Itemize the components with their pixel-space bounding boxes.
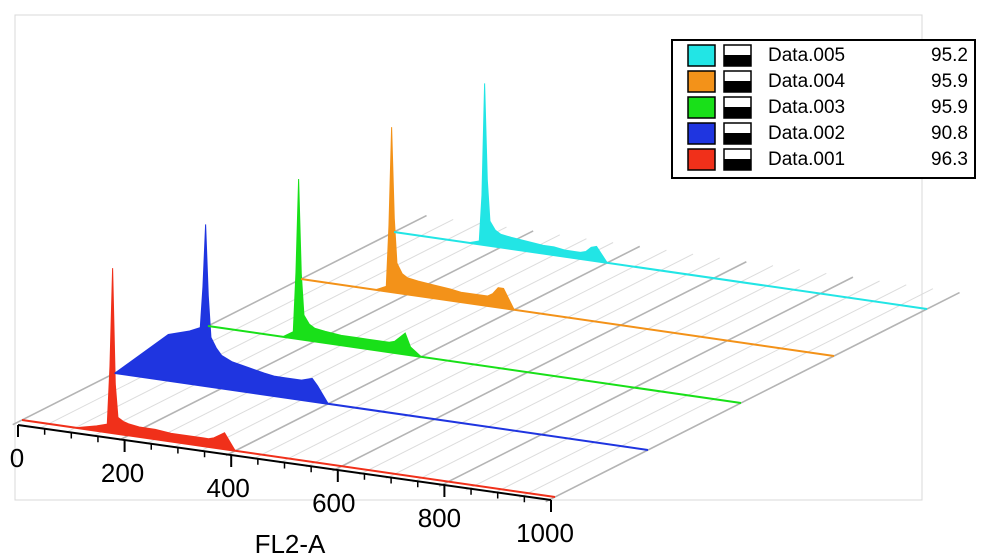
histogram-area	[21, 268, 556, 498]
minor-grid-line	[278, 253, 694, 464]
minor-grid-line	[305, 257, 720, 468]
grid-line	[438, 276, 854, 488]
minor-grid-line	[252, 249, 667, 460]
grid-line	[545, 291, 960, 503]
grid-line	[332, 261, 747, 472]
legend-icon-fill	[724, 107, 751, 118]
legend-value: 95.2	[931, 45, 968, 66]
legend-swatch	[687, 148, 716, 171]
histogram-area	[393, 83, 928, 310]
legend-icon-fill	[724, 133, 751, 144]
x-tick-label: 200	[101, 458, 144, 488]
histogram-area	[207, 179, 742, 404]
legend-label: Data.001	[768, 149, 845, 170]
legend-swatch	[687, 70, 716, 93]
x-tick-label: 0	[10, 443, 24, 473]
x-tick-label: 600	[312, 488, 355, 518]
histogram-area	[300, 127, 835, 357]
minor-grid-line	[518, 288, 934, 499]
legend-label: Data.004	[768, 71, 846, 92]
legend-icon-fill	[724, 159, 751, 170]
grid-line	[12, 214, 427, 426]
legend-swatch	[687, 96, 716, 119]
x-tick-label: 400	[207, 473, 250, 503]
legend-value: 90.8	[931, 123, 968, 144]
legend-label: Data.002	[768, 123, 845, 144]
legend-swatch	[687, 122, 716, 145]
grid-line	[225, 245, 641, 457]
minor-grid-line	[492, 284, 907, 495]
minor-grid-line	[465, 280, 880, 491]
legend-box	[671, 39, 976, 179]
legend-icon-fill	[724, 55, 751, 66]
x-tick-label: 1000	[516, 518, 574, 548]
legend-value: 96.3	[931, 149, 968, 170]
legend-icon-fill	[724, 81, 751, 92]
minor-grid-line	[385, 269, 800, 480]
minor-grid-line	[65, 222, 481, 433]
plot-frame	[14, 14, 923, 501]
legend-value: 95.9	[931, 97, 968, 118]
legend-label: Data.003	[768, 97, 845, 118]
legend: Data.005 95.2 Data.004 95.9 Data.003 95.9 Data…	[671, 39, 976, 179]
minor-grid-line	[358, 265, 774, 476]
x-axis-label: FL2-A	[255, 529, 326, 556]
histogram-area	[113, 224, 649, 451]
x-tick-label: 800	[418, 503, 461, 533]
legend-label: Data.005	[768, 45, 845, 66]
legend-value: 95.9	[931, 71, 968, 92]
minor-grid-line	[412, 272, 827, 483]
legend-swatch	[687, 44, 716, 67]
